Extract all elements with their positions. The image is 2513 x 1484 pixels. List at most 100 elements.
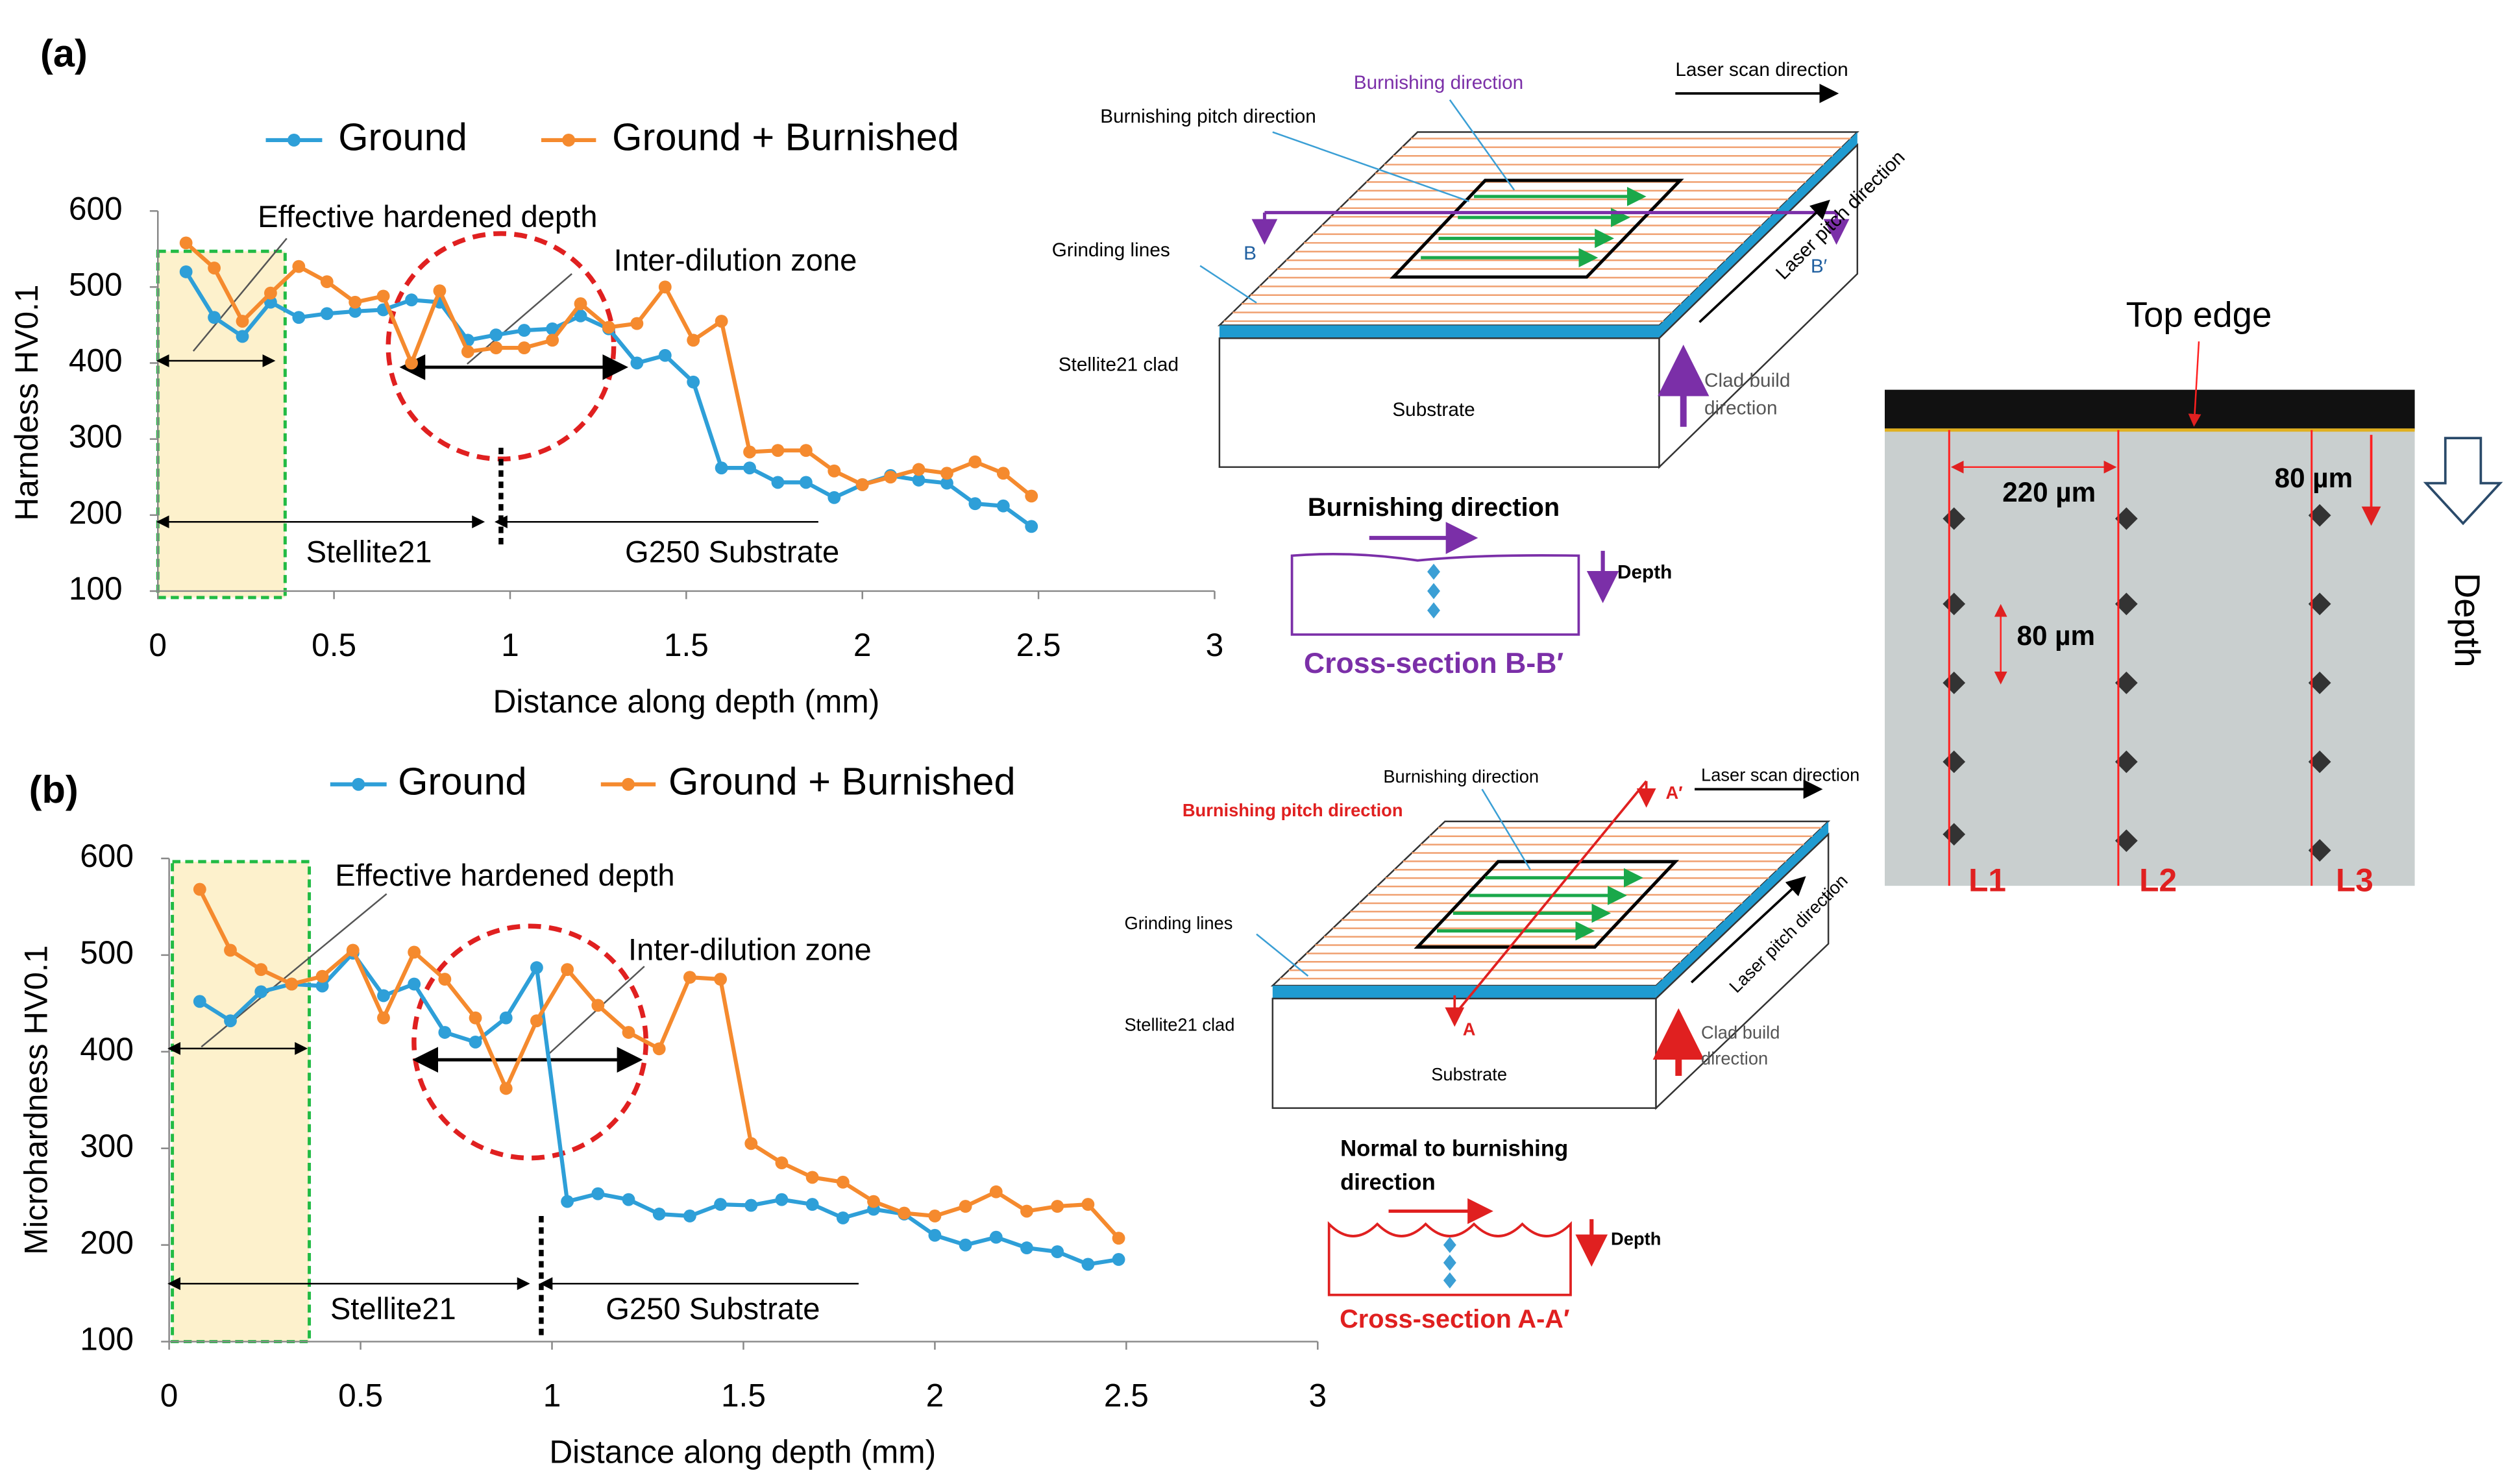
data-point [1112, 1253, 1125, 1266]
chart: 100 200 300 400 500 600 0 0.5 1 1.5 2 2.5 3 Distance … [8, 32, 1223, 720]
label: Substrate [1431, 1064, 1507, 1084]
data-point [855, 478, 869, 491]
y-tick-label: 600 [80, 838, 134, 874]
leader [1481, 788, 1532, 870]
y-axis-label: Harndess HV0.1 [8, 284, 45, 520]
panel-label: (b) [29, 768, 79, 811]
leader [192, 237, 288, 352]
data-point [799, 444, 813, 457]
data-point [683, 971, 696, 984]
data-point [179, 236, 193, 250]
burnish-paths [1436, 868, 1643, 941]
data-point [349, 295, 362, 309]
data-point [292, 311, 306, 324]
indent [2308, 504, 2331, 527]
label: 80 µm [2275, 463, 2353, 493]
data-point [292, 260, 306, 273]
y-tick-label: 500 [80, 934, 134, 971]
data-point [912, 473, 926, 487]
diagram-top: Burnishing direction Laser scan directio… [1052, 59, 1909, 679]
data-point [959, 1200, 972, 1213]
data-point [405, 356, 418, 370]
data-point [377, 1011, 390, 1025]
legend-label: Ground + Burnished [612, 116, 959, 159]
indent [2115, 829, 2138, 853]
data-point [1020, 1241, 1033, 1255]
y-tick-label: 100 [80, 1321, 134, 1357]
x-tick-label: 0 [149, 627, 167, 663]
data-point [898, 1206, 911, 1220]
data-point [630, 356, 644, 370]
section-line [1453, 780, 1648, 1016]
x-tick-label: 1.5 [721, 1378, 766, 1414]
y-tick-label: 200 [80, 1224, 134, 1261]
data-point [346, 943, 360, 957]
label: 220 µm [2002, 477, 2096, 507]
label: direction [1701, 1048, 1768, 1068]
data-point [652, 1208, 666, 1221]
data-point [602, 321, 615, 334]
data-point [405, 293, 418, 307]
data-point [433, 284, 447, 298]
data-point [775, 1156, 789, 1169]
legend-swatch [352, 777, 365, 791]
x-tick-label: 1 [501, 627, 519, 663]
label: L2 [2139, 862, 2177, 898]
data-point [517, 341, 531, 354]
data-point [836, 1211, 850, 1224]
legend-label: Ground [338, 116, 467, 159]
leader [2188, 341, 2201, 427]
data-point [489, 328, 503, 342]
label: Cross-section B-B′ [1304, 648, 1563, 679]
cross-section [1290, 552, 1580, 636]
clad-layer [1272, 986, 1656, 999]
data-point [1081, 1258, 1095, 1271]
x-tick-label: 2.5 [1104, 1378, 1149, 1414]
data-point [714, 1198, 728, 1211]
lines [1948, 430, 2313, 886]
indent [2115, 592, 2138, 616]
leader [1272, 131, 1470, 202]
substrate-front [1271, 997, 1657, 1109]
label: Burnishing direction [1383, 766, 1539, 786]
data-point [438, 1026, 452, 1039]
x-tick-label: 1.5 [664, 627, 709, 663]
data-point [499, 1011, 513, 1025]
charts: 100 200 300 400 500 600 0 0.5 1 1.5 2 2.5 3 Distance … [8, 32, 1327, 1470]
data-point [959, 1238, 972, 1252]
y-tick-label: 600 [69, 190, 123, 226]
data-point [224, 1014, 237, 1028]
data-point [574, 309, 587, 322]
data-point [1025, 489, 1038, 503]
data-point [989, 1230, 1003, 1244]
leader [1449, 99, 1515, 191]
data-point [687, 334, 700, 347]
data-point [376, 289, 390, 303]
legend-swatch [288, 134, 300, 147]
label: Top edge [2126, 295, 2272, 334]
data-point [408, 945, 421, 959]
indent [2308, 592, 2331, 616]
annotation: G250 Substrate [625, 534, 839, 568]
label: Depth [1617, 561, 1672, 583]
annotation: Inter-dilution zone [614, 243, 857, 277]
arrow [1690, 876, 1806, 984]
indent [2115, 507, 2138, 530]
label: Burnishing pitch direction [1100, 106, 1316, 127]
label: L3 [2336, 862, 2373, 898]
data-point [775, 1193, 789, 1206]
data-point [254, 963, 268, 977]
x-tick-label: 2 [926, 1378, 944, 1414]
label: Stellite21 clad [1059, 354, 1179, 375]
data-point [264, 286, 277, 300]
data-point [940, 476, 953, 490]
y-axis-label: Microhardness HV0.1 [18, 945, 55, 1255]
data-point [530, 1014, 543, 1028]
data-point [714, 973, 728, 986]
label: direction [1704, 397, 1778, 419]
y-tick-label: 500 [69, 266, 123, 302]
y-tick-label: 400 [80, 1031, 134, 1067]
data-point [236, 315, 249, 328]
data-point [968, 497, 982, 511]
label: Grinding lines [1124, 913, 1232, 933]
